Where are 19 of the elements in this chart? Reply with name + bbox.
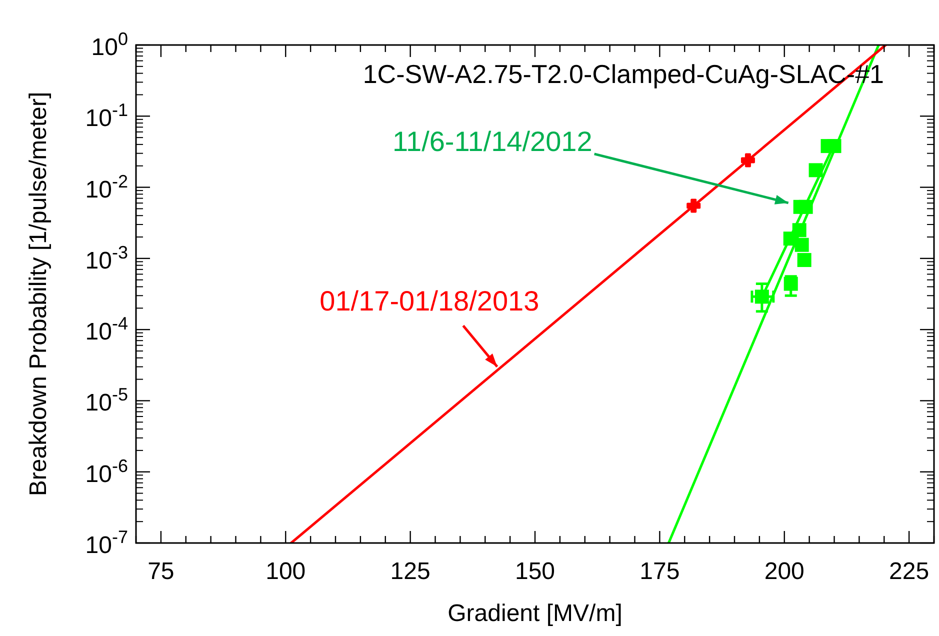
y-tick-label: 10$^{-5}$ xyxy=(85,384,128,417)
y-tick-label: 10$^{-4}$ xyxy=(85,314,128,346)
y-tick-label: 10$^{0}$ xyxy=(91,29,128,61)
x-tick-label: 100 xyxy=(266,558,306,585)
y-tick-label: 10$^{-7}$ xyxy=(85,527,128,559)
y-tick-label: 10$^{-1}$ xyxy=(85,100,128,132)
x-tick-label: 125 xyxy=(390,558,430,585)
x-tick-label: 150 xyxy=(514,558,556,585)
x-tick-label: 175 xyxy=(640,558,680,585)
y-tick-label: 10$^{-3}$ xyxy=(85,242,128,274)
text: 11/6-11/14/2012 xyxy=(392,126,592,157)
y-tick-label: 10$^{-6}$ xyxy=(85,456,128,488)
y-tick-label: 10$^{-2}$ xyxy=(85,171,128,204)
x-tick-label: 200 xyxy=(764,558,804,585)
x-tick-label: 75 xyxy=(148,558,174,585)
text: 01/17-01/18/2013 xyxy=(320,286,540,317)
x-axis-title: Gradient [MV/m] xyxy=(448,600,622,627)
x-tick-label: 225 xyxy=(889,558,930,585)
y-axis-title: Breakdown Probability [1/pulse/meter] xyxy=(25,92,52,496)
